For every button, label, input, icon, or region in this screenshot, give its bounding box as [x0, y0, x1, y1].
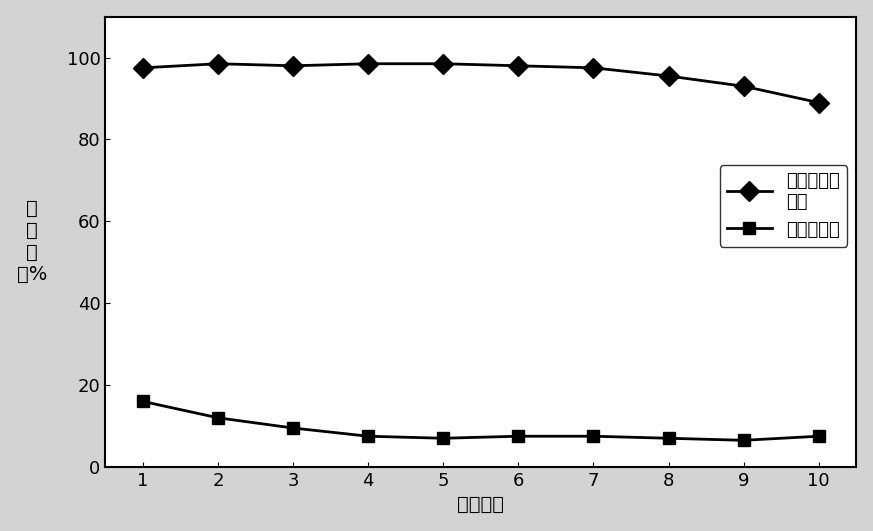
活性炭纤维 [663, 435, 674, 441]
活性炭纤维 [814, 433, 824, 440]
改性活性炭
纤维 [663, 73, 674, 79]
Line: 改性活性炭
纤维: 改性活性炭 纤维 [136, 57, 826, 109]
改性活性炭
纤维 [814, 99, 824, 106]
活性炭纤维 [288, 425, 299, 431]
活性炭纤维 [739, 437, 749, 443]
Y-axis label: 去
除
率
／%: 去 除 率 ／% [17, 199, 47, 284]
活性炭纤维 [438, 435, 449, 441]
Legend: 改性活性炭
纤维, 活性炭纤维: 改性活性炭 纤维, 活性炭纤维 [719, 165, 848, 246]
活性炭纤维 [363, 433, 374, 440]
改性活性炭
纤维 [138, 65, 148, 71]
活性炭纤维 [213, 415, 223, 421]
改性活性炭
纤维 [213, 61, 223, 67]
X-axis label: 次数／次: 次数／次 [457, 495, 505, 515]
改性活性炭
纤维 [288, 63, 299, 69]
改性活性炭
纤维 [739, 83, 749, 89]
活性炭纤维 [513, 433, 524, 440]
活性炭纤维 [138, 398, 148, 405]
改性活性炭
纤维 [588, 65, 599, 71]
活性炭纤维 [588, 433, 599, 440]
Line: 活性炭纤维: 活性炭纤维 [136, 395, 825, 447]
改性活性炭
纤维 [513, 63, 524, 69]
改性活性炭
纤维 [363, 61, 374, 67]
改性活性炭
纤维 [438, 61, 449, 67]
